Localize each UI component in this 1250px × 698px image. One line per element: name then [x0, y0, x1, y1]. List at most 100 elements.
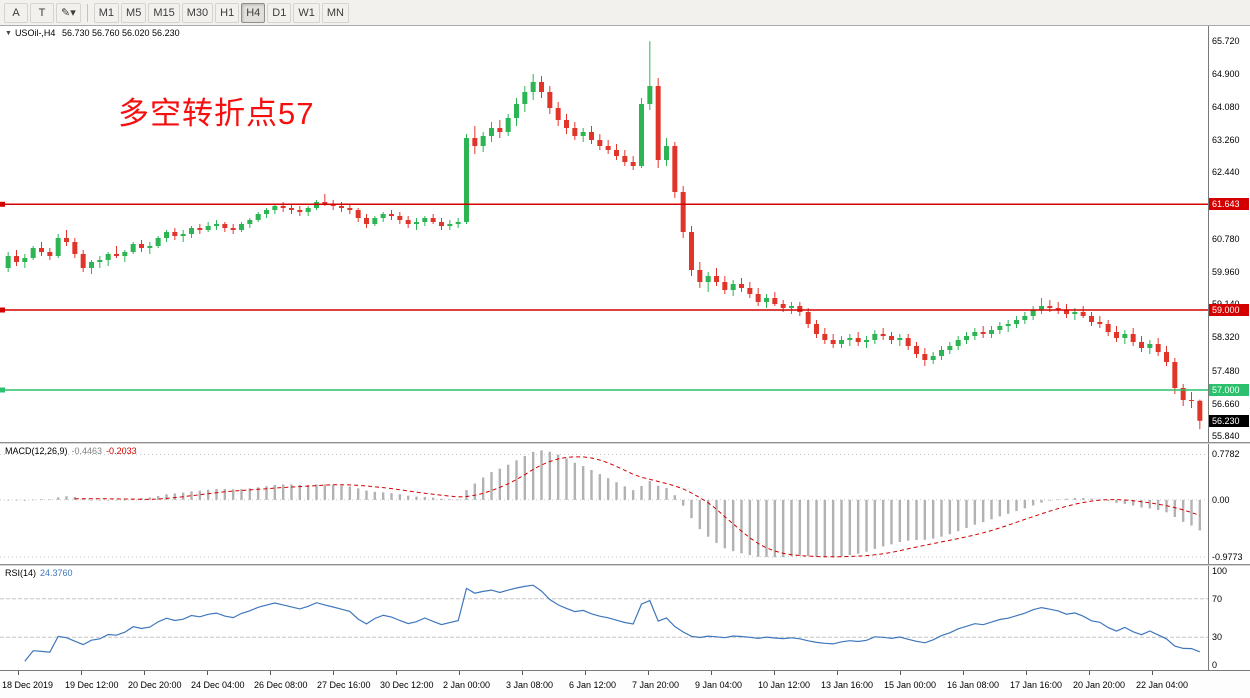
time-tick-mark	[585, 671, 586, 675]
timeframe-m1[interactable]: M1	[93, 2, 120, 23]
timeframe-m5[interactable]: M5	[121, 2, 147, 23]
price-axis-tick: 65.720	[1212, 36, 1240, 47]
time-tick-mark	[648, 671, 649, 675]
rsi-value: 24.3760	[40, 568, 73, 578]
time-tick-mark	[774, 671, 775, 675]
time-tick-mark	[837, 671, 838, 675]
time-axis[interactable]: 18 Dec 2019 19 Dec 12:00 20 Dec 20:00 24 De…	[0, 670, 1250, 698]
macd-main-value: -0.4463	[71, 446, 103, 456]
time-axis-label: 10 Jan 12:00	[758, 680, 811, 690]
level-line-handle[interactable]	[0, 387, 5, 393]
timeframe-h4[interactable]: H4	[241, 2, 266, 23]
time-tick-mark	[144, 671, 145, 675]
rsi-chart-canvas[interactable]	[0, 566, 1208, 670]
chart-title: ▼ USOil-,H4 56.730 56.760 56.020 56.230	[5, 28, 180, 38]
macd-histogram	[6, 450, 1202, 558]
time-tick-mark	[459, 671, 460, 675]
price-axis-tick: 62.440	[1212, 167, 1240, 178]
time-axis-label: 9 Jan 04:00	[695, 680, 743, 690]
macd-axis-tick: 0.7782	[1212, 449, 1240, 460]
time-tick-mark	[1152, 671, 1153, 675]
time-tick-mark	[900, 671, 901, 675]
price-axis-tick: 64.080	[1212, 101, 1240, 112]
toolbar-button-cursor-a[interactable]: A	[4, 2, 28, 23]
candles-layer	[5, 41, 1203, 430]
time-tick-mark	[18, 671, 19, 675]
toolbar-separator	[86, 3, 88, 22]
timeframe-m15[interactable]: M15	[148, 2, 180, 23]
rsi-panel: RSI(14) 24.3760 100 70 30 0	[0, 566, 1250, 670]
time-axis-label: 22 Jan 04:00	[1136, 680, 1189, 690]
ohlc-quote: 56.730 56.760 56.020 56.230	[61, 28, 180, 38]
time-axis-label: 7 Jan 20:00	[632, 680, 680, 690]
rsi-axis-tick: 0	[1212, 660, 1218, 670]
macd-chart-canvas[interactable]	[0, 444, 1208, 564]
panel-divider[interactable]	[0, 442, 1250, 444]
time-tick-mark	[522, 671, 523, 675]
timeframe-h1[interactable]: H1	[215, 2, 240, 23]
time-axis-label: 15 Jan 00:00	[884, 680, 937, 690]
time-axis-label: 20 Jan 20:00	[1073, 680, 1126, 690]
rsi-axis-tick: 100	[1212, 566, 1228, 576]
macd-signal-line	[74, 456, 1200, 558]
chart-text-annotation[interactable]: 多空转折点57	[118, 96, 315, 131]
time-axis-label: 19 Dec 12:00	[65, 680, 119, 690]
macd-panel: MACD(12,26,9) -0.4463 -0.2033 0.7782 0.00 -0…	[0, 444, 1250, 564]
price-panel: ▼ USOil-,H4 56.730 56.760 56.020 56.230 多…	[0, 26, 1250, 442]
level-price-badge: 59.000	[1209, 304, 1249, 316]
time-tick-mark	[711, 671, 712, 675]
macd-axis: 0.7782 0.00 -0.9773	[1208, 444, 1250, 564]
price-axis-tick: 60.780	[1212, 233, 1240, 244]
rsi-axis: 100 70 30 0	[1208, 566, 1250, 670]
level-line-handle[interactable]	[0, 201, 5, 207]
macd-axis-tick: 0.00	[1212, 494, 1230, 505]
timeframe-m30[interactable]: M30	[181, 2, 214, 23]
price-axis: 65.720 64.900 64.080 63.260 62.440 60.780 59.9…	[1208, 26, 1250, 442]
macd-label: MACD(12,26,9) -0.4463 -0.2033	[5, 446, 137, 456]
toolbar-button-draw-tool[interactable]: ✎▾	[56, 2, 81, 23]
time-axis-label: 18 Dec 2019	[2, 680, 54, 690]
level-price-badge: 57.000	[1209, 384, 1249, 396]
toolbar: A T ✎▾ M1 M5 M15 M30 H1 H4 D1 W1 MN	[0, 0, 1250, 26]
time-tick-mark	[963, 671, 964, 675]
time-tick-mark	[396, 671, 397, 675]
time-tick-mark	[81, 671, 82, 675]
timeframe-d1[interactable]: D1	[267, 2, 292, 23]
time-axis-label: 17 Jan 16:00	[1010, 680, 1063, 690]
time-axis-label: 2 Jan 00:00	[443, 680, 491, 690]
time-axis-label: 13 Jan 16:00	[821, 680, 874, 690]
time-tick-mark	[270, 671, 271, 675]
timeframe-w1[interactable]: W1	[293, 2, 320, 23]
price-axis-tick: 58.320	[1212, 332, 1240, 343]
rsi-axis-tick: 70	[1212, 593, 1223, 604]
time-axis-label: 30 Dec 12:00	[380, 680, 434, 690]
time-axis-label: 24 Dec 04:00	[191, 680, 245, 690]
price-chart-canvas[interactable]	[0, 26, 1208, 442]
macd-axis-tick: -0.9773	[1212, 551, 1243, 562]
time-tick-mark	[207, 671, 208, 675]
macd-signal-value: -0.2033	[106, 446, 137, 456]
rsi-label: RSI(14) 24.3760	[5, 568, 73, 578]
time-tick-mark	[1026, 671, 1027, 675]
time-tick-mark	[1089, 671, 1090, 675]
price-axis-tick: 64.900	[1212, 69, 1240, 79]
toolbar-button-text-tool[interactable]: T	[30, 2, 54, 23]
rsi-axis-tick: 30	[1212, 632, 1223, 643]
time-axis-label: 16 Jan 08:00	[947, 680, 1000, 690]
time-axis-label: 20 Dec 20:00	[128, 680, 182, 690]
panel-divider[interactable]	[0, 564, 1250, 566]
timeframe-mn[interactable]: MN	[321, 2, 349, 23]
rsi-line	[24, 584, 1201, 662]
symbol-timeframe-label: USOil-,H4	[14, 28, 56, 38]
level-line-handle[interactable]	[0, 307, 5, 313]
time-axis-label: 3 Jan 08:00	[506, 680, 554, 690]
price-axis-tick: 55.840	[1212, 431, 1240, 442]
time-axis-label: 27 Dec 16:00	[317, 680, 371, 690]
time-axis-label: 6 Jan 12:00	[569, 680, 617, 690]
price-axis-tick: 56.660	[1212, 398, 1240, 409]
time-tick-mark	[333, 671, 334, 675]
time-axis-label: 26 Dec 08:00	[254, 680, 308, 690]
price-axis-tick: 59.960	[1212, 266, 1240, 277]
symbol-dropdown-icon[interactable]: ▼	[5, 30, 12, 37]
